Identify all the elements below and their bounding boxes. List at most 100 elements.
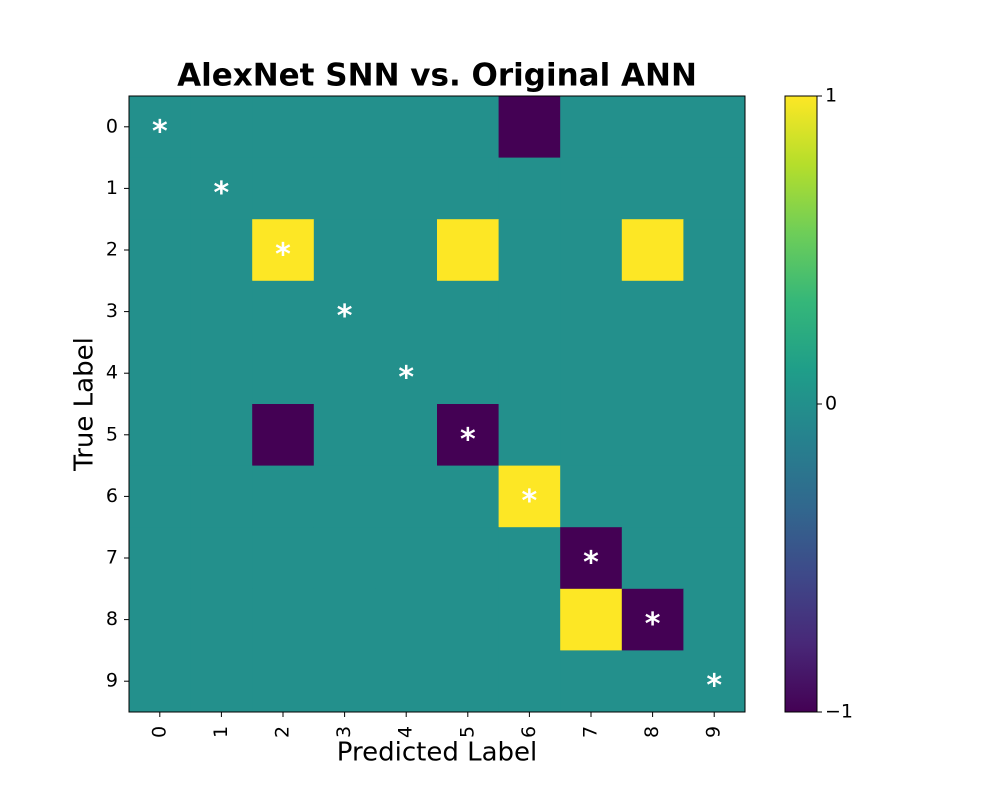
colorbar [784,95,818,713]
heatmap-cell [190,404,253,467]
heatmap-cell [129,650,192,713]
heatmap-cell [313,157,376,220]
heatmap-cell [190,527,253,590]
heatmap-cell [560,588,623,651]
x-tick-label: 5 [456,726,478,738]
heatmap-cell [129,157,192,220]
cell-label: * [398,361,414,396]
colorbar-tick-label: 1 [825,85,837,107]
plot-frame [128,95,746,713]
heatmap-cell [560,465,623,528]
heatmap-cell [498,650,561,713]
heatmap-cell [683,342,746,405]
heatmap-cell [313,650,376,713]
cell-label: * [214,176,230,211]
heatmap-cell [129,404,192,467]
colorbar-tick-label: 0 [825,393,837,415]
heatmap-cell [560,157,623,220]
x-axis-label: Predicted Label [337,738,537,768]
x-tick-label: 4 [395,726,417,738]
heatmap-cell [437,280,500,343]
heatmap-cell [683,96,746,159]
cell-label: * [583,546,599,581]
heatmap-cell [190,96,253,159]
x-tick-label: 3 [333,726,355,738]
y-tick-label: 5 [106,423,118,445]
heatmap-cell [683,404,746,467]
x-tick-label: 9 [703,726,725,738]
y-tick-label: 3 [106,300,118,322]
heatmap-cell [683,465,746,528]
cell-label: * [460,422,476,457]
heatmap-cell [621,280,684,343]
heatmap-cell [683,219,746,282]
heatmap-cell [190,219,253,282]
heatmap-cell [313,465,376,528]
heatmap-cell [498,588,561,651]
heatmap-cell [313,342,376,405]
cell-label: * [275,238,291,273]
heatmap-cell [437,219,500,282]
heatmap-cell [683,527,746,590]
heatmap-cell [375,527,438,590]
heatmap-cell [621,96,684,159]
cell-label: * [522,484,538,519]
heatmap-cell [621,527,684,590]
y-tick-label: 9 [106,670,118,692]
heatmap-cell [129,280,192,343]
heatmap-cell [437,465,500,528]
heatmap-cell [375,650,438,713]
heatmap-cell [560,96,623,159]
heatmap-cell [375,465,438,528]
heatmap-cell [375,157,438,220]
y-tick-label: 4 [106,362,118,384]
heatmap-cell [252,342,315,405]
heatmap-cell [498,96,561,159]
heatmap-cell [621,157,684,220]
heatmap-cell [683,280,746,343]
heatmap-cell [313,96,376,159]
cell-label: * [337,299,353,334]
heatmap-cell [252,219,315,282]
heatmap-cell [683,588,746,651]
heatmap-cell [683,650,746,713]
heatmap-cell [621,219,684,282]
y-tick-label: 7 [106,547,118,569]
heatmap-cell [498,342,561,405]
heatmap-cell [129,465,192,528]
heatmap-cell [190,157,253,220]
heatmap-cell [683,157,746,220]
x-tick-label: 0 [148,726,170,738]
heatmap-cell [313,404,376,467]
heatmap-cell [129,527,192,590]
heatmap-cell [190,650,253,713]
y-axis-label: True Label [70,337,100,472]
heatmap-cell [129,96,192,159]
heatmap-cell [252,527,315,590]
heatmap-cell [252,465,315,528]
heatmap-cell [560,280,623,343]
heatmap-cell [129,588,192,651]
heatmap-cell [498,404,561,467]
heatmap-cell [313,280,376,343]
heatmap-cell [313,219,376,282]
cell-label: * [152,114,168,149]
heatmap-cell [375,588,438,651]
y-tick-label: 0 [106,115,118,137]
colorbar-tick-label: −1 [825,701,853,723]
heatmap-cell [498,157,561,220]
heatmap-cell [252,404,315,467]
heatmap-cell [437,157,500,220]
heatmap-cell [375,404,438,467]
heatmap-cell [190,588,253,651]
x-tick-label: 8 [641,726,663,738]
x-tick-label: 1 [210,726,232,738]
y-tick-label: 2 [106,239,118,261]
heatmap-cell [375,96,438,159]
heatmap-cell [621,404,684,467]
heatmap-cell [498,527,561,590]
heatmap-cell [437,96,500,159]
heatmap-cell [129,219,192,282]
y-tick-label: 6 [106,485,118,507]
